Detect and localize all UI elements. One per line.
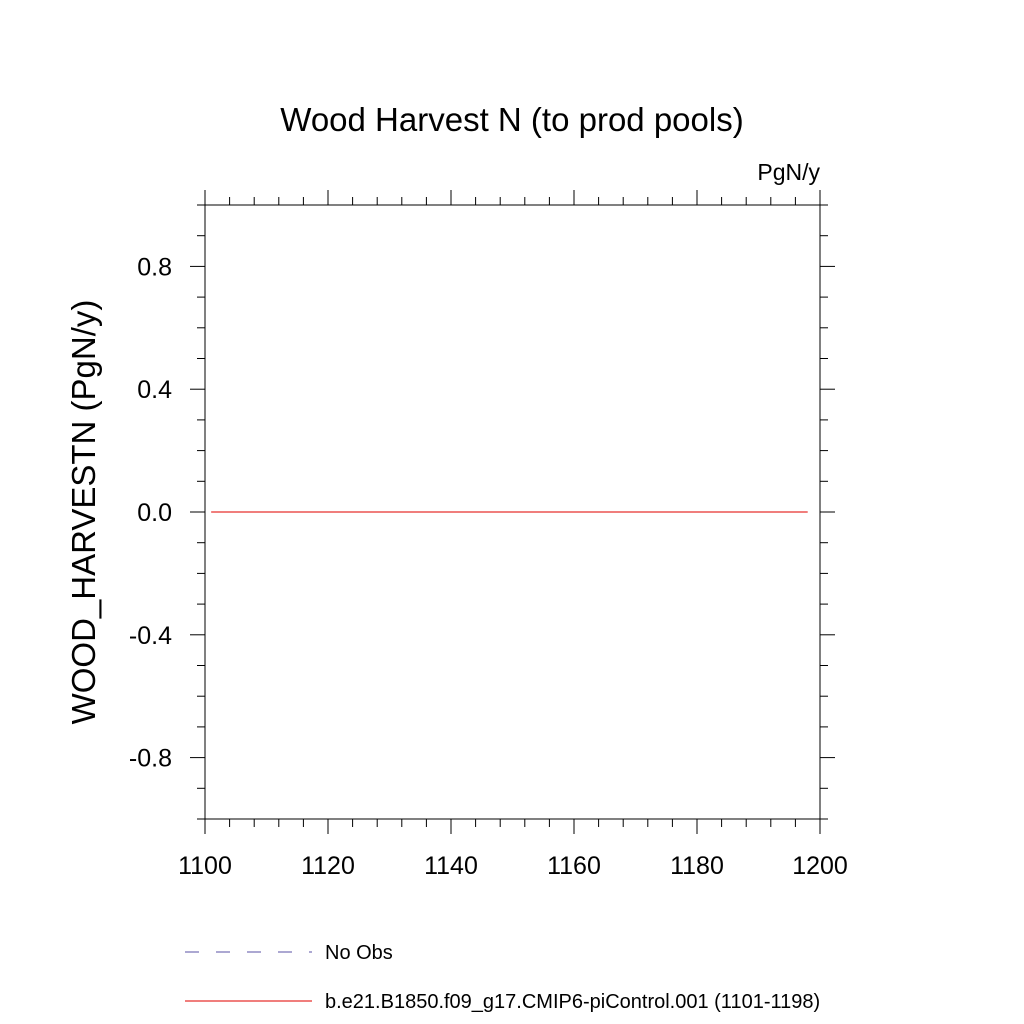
y-tick-label: 0.0 <box>137 499 172 527</box>
y-tick-label: -0.4 <box>129 622 172 650</box>
legend-label: No Obs <box>325 942 393 964</box>
x-tick-label: 1160 <box>547 852 601 880</box>
axis-ticks: 1100 1120 1140 1160 1180 1200 -0.8 -0.4 0.0 0.4 0.… <box>129 190 848 880</box>
units-label: PgN/y <box>757 159 820 185</box>
y-tick-label: 0.4 <box>137 376 172 404</box>
chart-title: Wood Harvest N (to prod pools) <box>280 101 743 138</box>
y-tick-label: -0.8 <box>129 745 172 773</box>
legend-label: b.e21.B1850.f09_g17.CMIP6-piControl.001 … <box>325 991 820 1013</box>
legend: No Obs b.e21.B1850.f09_g17.CMIP6-piContro… <box>185 942 820 1013</box>
x-tick-label: 1200 <box>792 852 848 880</box>
x-tick-label: 1140 <box>424 852 478 880</box>
x-tick-label: 1180 <box>670 852 724 880</box>
x-tick-label: 1120 <box>301 852 355 880</box>
y-axis-label: WOOD_HARVESTN (PgN/y) <box>65 300 102 725</box>
x-tick-label: 1100 <box>178 852 232 880</box>
y-tick-label: 0.8 <box>137 253 172 281</box>
